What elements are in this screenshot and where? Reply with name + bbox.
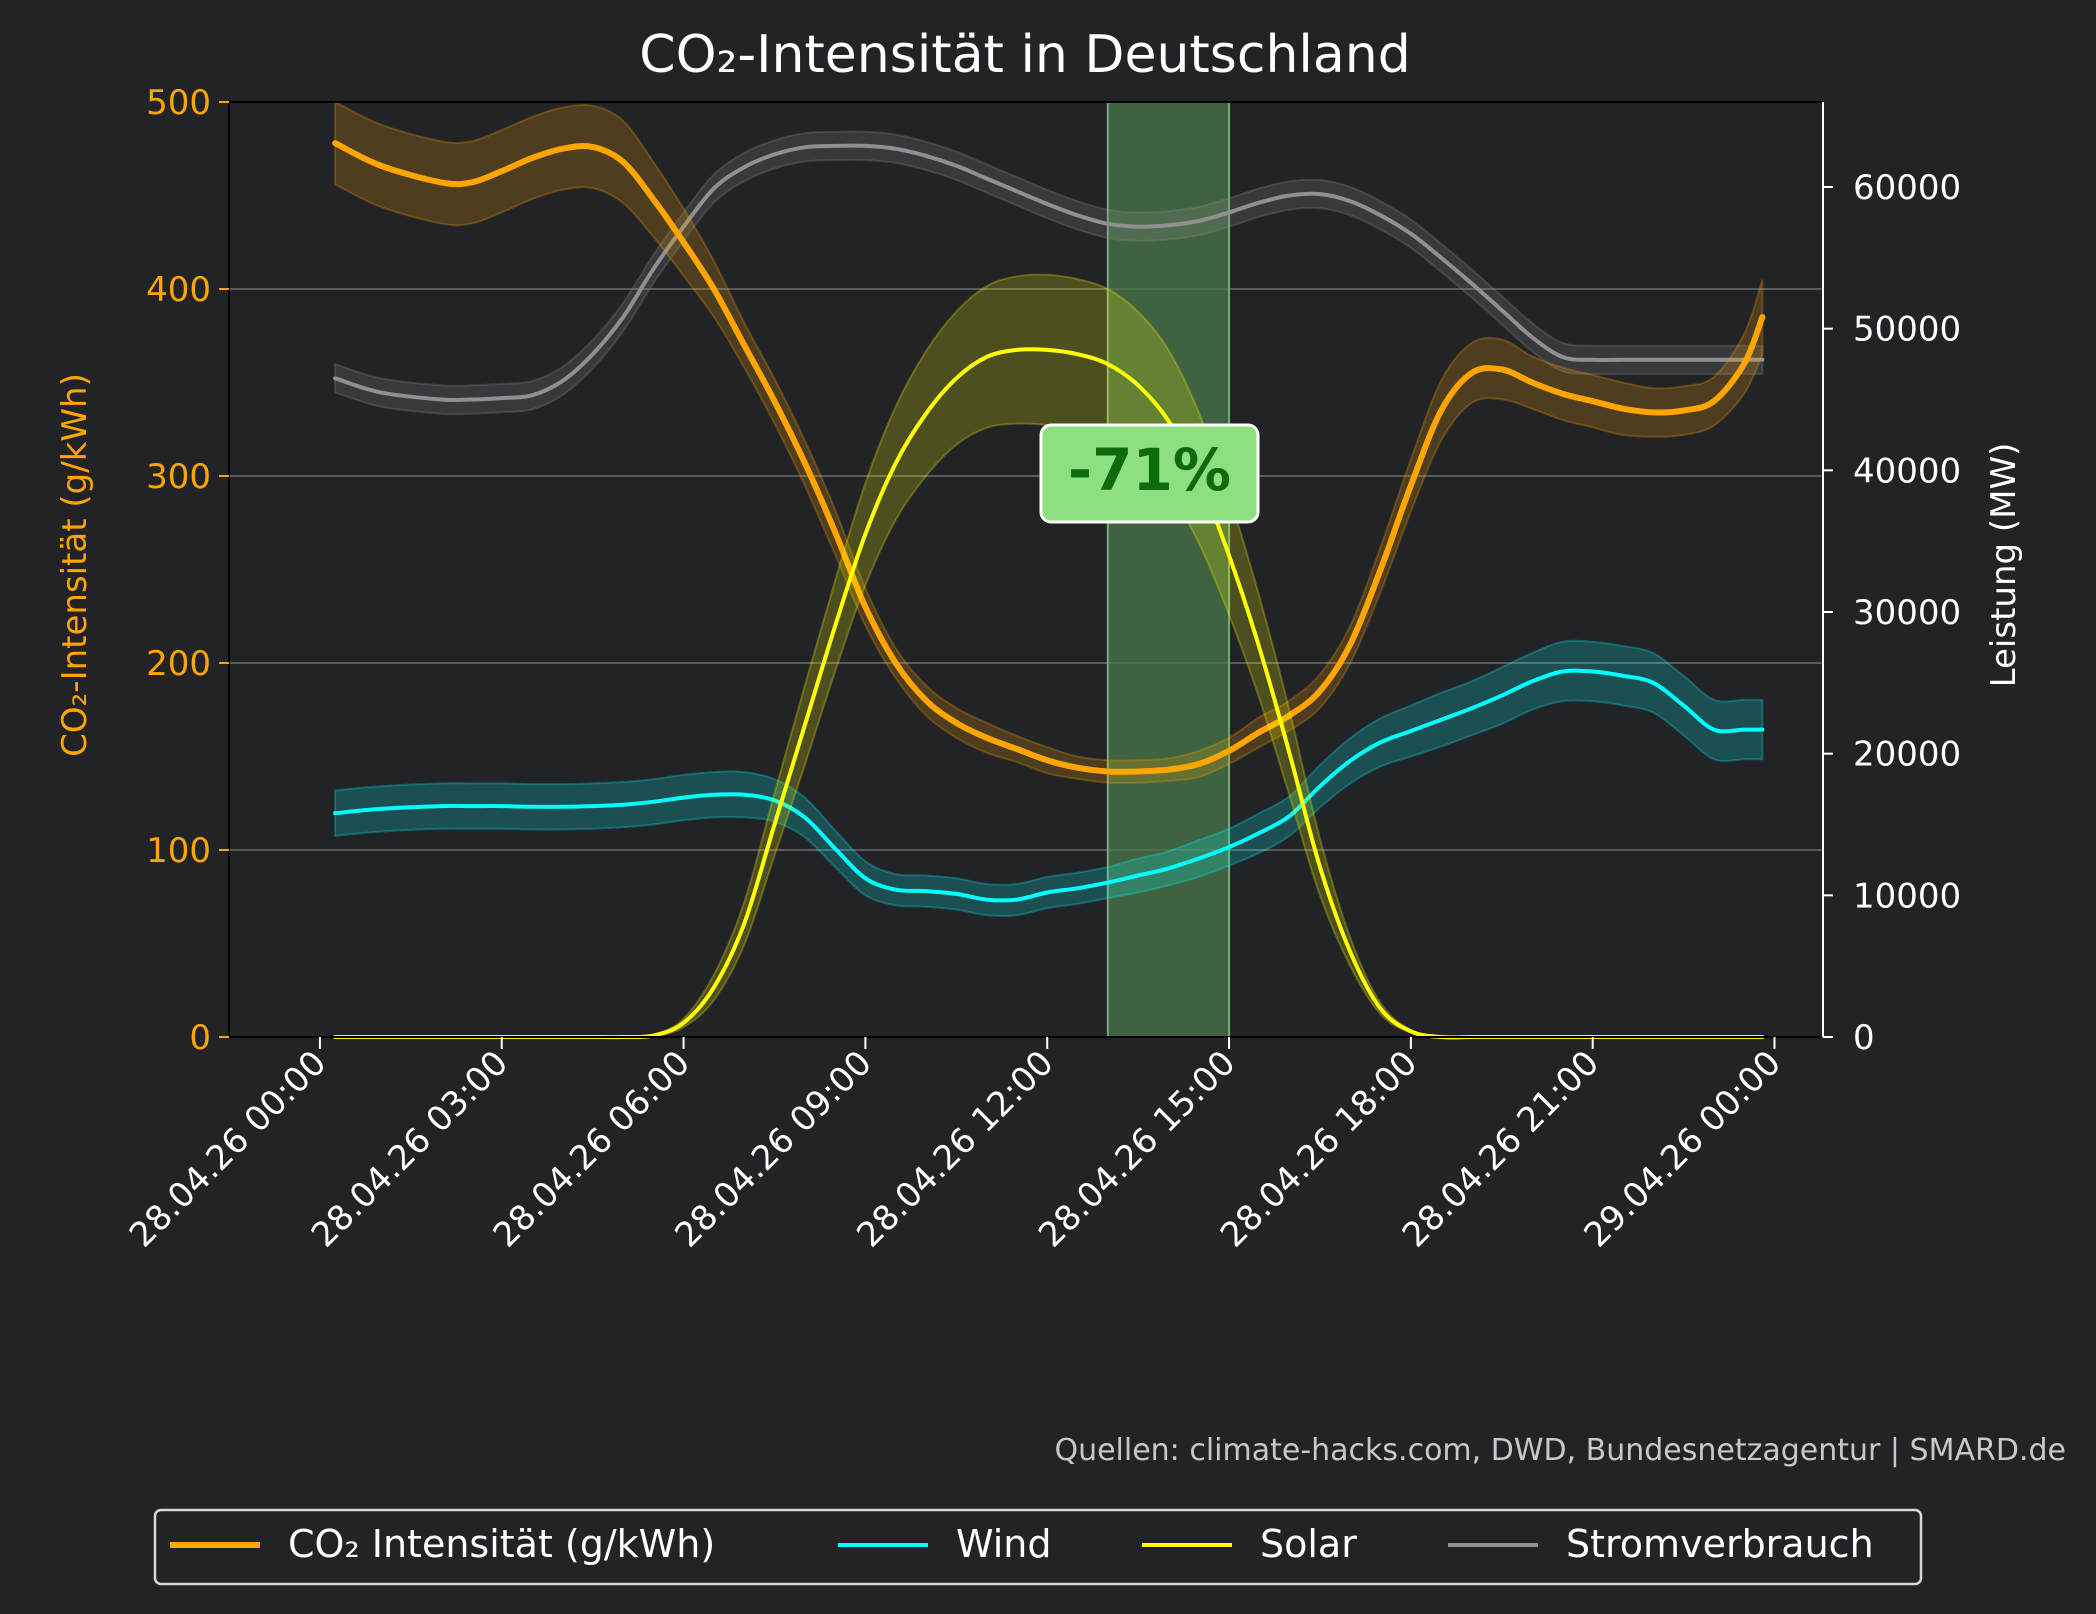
chart-title: CO₂-Intensität in Deutschland	[639, 25, 1410, 85]
highlight-band	[1107, 102, 1230, 1037]
series-line-co-intensit-t-g-kwh	[332, 140, 1766, 775]
y-right-tick-label: 40000	[1853, 451, 1961, 491]
y-right-tick-label: 10000	[1853, 876, 1961, 916]
annotation-label: -71%	[1068, 436, 1231, 504]
y-left-tick-label: 500	[146, 83, 211, 123]
y-left-tick-label: 200	[146, 644, 211, 684]
legend-frame	[153, 1508, 1923, 1586]
band-co-intensit-t-g-kwh	[334, 100, 1764, 785]
y-right-tick-label: 60000	[1853, 168, 1961, 208]
plot-background	[229, 102, 1823, 1037]
legend-label-solar: Solar	[1260, 1522, 1357, 1566]
y-left-tick-label: 0	[189, 1018, 211, 1058]
y-right-tick-label: 0	[1853, 1018, 1875, 1058]
plot-area	[229, 102, 1823, 1037]
y-axis-right-label: Leistung (MW)	[1984, 443, 2024, 688]
y-axis-left-label: CO₂-Intensität (g/kWh)	[55, 373, 95, 757]
legend-label-stromverbrauch: Stromverbrauch	[1566, 1522, 1874, 1566]
y-right-tick-label: 30000	[1853, 593, 1961, 633]
series-line-wind	[333, 668, 1765, 903]
reduction-annotation: -71%	[1039, 423, 1260, 524]
y-right-tick-label: 50000	[1853, 310, 1961, 350]
annotation-box	[1039, 423, 1260, 524]
legend: CO₂ Intensität (g/kWh) Wind Solar Stromverb…	[153, 1508, 1923, 1586]
legend-label-co-intensit-t-g-kwh: CO₂ Intensität (g/kWh)	[288, 1522, 715, 1566]
grid-lines	[229, 288, 1823, 851]
series-line-stromverbrauch	[333, 143, 1765, 403]
y-right-tick-label: 20000	[1853, 735, 1961, 775]
y-left-tick-label: 300	[146, 457, 211, 497]
legend-label-wind: Wind	[956, 1522, 1052, 1566]
source-note: Quellen: climate-hacks.com, DWD, Bundesn…	[1054, 1433, 2066, 1468]
y-left-tick-label: 400	[146, 270, 211, 310]
band-wind	[334, 639, 1764, 917]
band-stromverbrauch	[334, 130, 1764, 416]
y-left-tick-label: 100	[146, 831, 211, 871]
